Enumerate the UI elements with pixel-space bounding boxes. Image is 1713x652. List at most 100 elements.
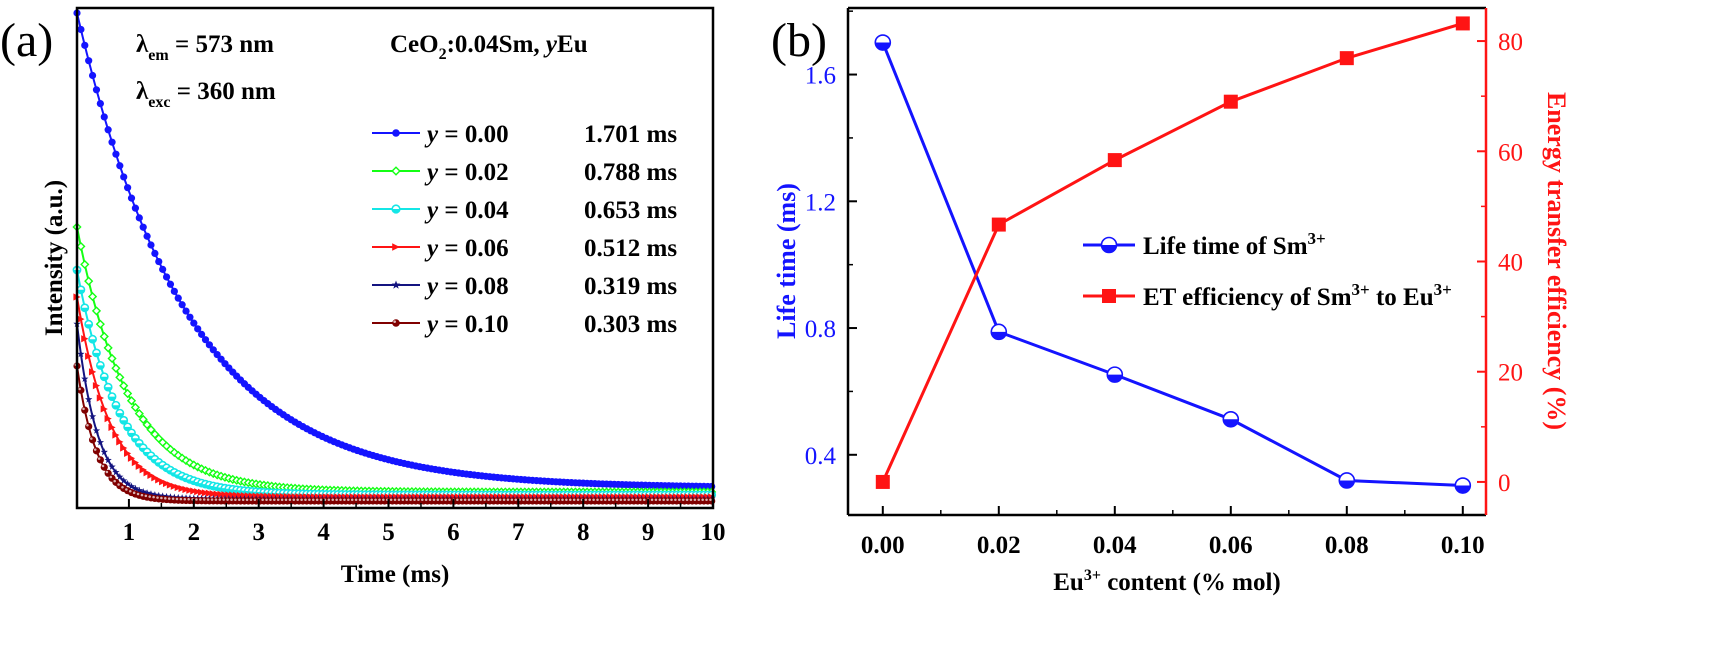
decay-point [103,343,113,353]
decay-point [80,303,90,313]
decay-point [147,471,155,480]
y-left-tick-label: 0.8 [805,316,836,343]
x-tick-label: 1 [123,519,136,546]
panel-a-xlabel: Time (ms) [341,561,450,588]
decay-point [112,150,120,158]
decay-point [96,100,104,108]
legend-lifetime: 1.701 ms [584,121,677,148]
decay-point [123,388,133,399]
decay-point [155,476,163,484]
decay-point [135,214,143,222]
decay-point [151,249,159,258]
decay-point [88,334,97,344]
decay-point [96,438,105,446]
decay-point [77,315,85,323]
x-tick-label: 0.04 [1093,532,1137,559]
decay-point [190,487,198,495]
decay-point [84,276,94,286]
decay-point [104,469,112,477]
decay-point [181,455,191,466]
legend-item: y = 0.08 0.319 ms [372,273,677,300]
legend-label: Life time of Sm3+ [1143,229,1326,260]
legend-label: y = 0.10 [424,311,509,338]
decay-point [100,405,108,413]
decay-point [225,491,233,499]
legend-marker [392,319,400,327]
decay-point [209,346,217,354]
decay-series-4 [73,320,716,503]
x-tick-label: 9 [642,519,655,546]
decay-point [87,291,98,302]
legend-item: Life time of Sm3+ [1083,229,1326,260]
series-line [881,41,1463,488]
decay-point [131,458,140,467]
legend-marker [1100,236,1118,254]
decay-point [104,126,112,134]
panel-b-label: (b) [771,14,827,67]
panel-a-legend: y = 0.00 1.701 ms y = 0.02 0.788 ms y = 0.04… [372,121,677,338]
y-right-tick-label: 20 [1498,360,1523,387]
composition-end: Eu [557,31,588,58]
y-left-tick-label: 0.4 [805,443,837,470]
decay-point [201,336,210,344]
data-point [991,217,1006,232]
x-tick-label: 5 [382,519,395,546]
x-tick-label: 0.06 [1209,532,1253,559]
decay-point [166,280,175,288]
decay-point [88,368,97,376]
decay-point [100,113,108,121]
decay-point [104,456,112,464]
decay-point [166,481,175,489]
decay-point [174,294,182,302]
decay-point [92,382,101,390]
decay-point [162,479,171,488]
panel-b-xlabel: Eu3+ content (% mol) [1053,567,1281,596]
legend-item: y = 0.04 0.653 ms [372,197,677,224]
decay-point [81,335,89,343]
lifetime-series [874,34,1472,494]
decay-point [135,486,143,494]
lambda-em-value: = 573 nm [169,31,274,58]
legend-lifetime: 0.303 ms [584,311,677,338]
decay-point [96,456,104,464]
decay-point [186,486,194,494]
y-right-tick-label: 0 [1498,470,1511,497]
decay-point [80,259,90,270]
decay-point [198,330,206,338]
decay-point [209,490,217,498]
legend-label: ET efficiency of Sm3+ to Eu3+ [1143,280,1452,311]
decay-point [96,394,104,402]
panel-a-series [72,9,717,505]
decay-point [95,319,105,329]
composition-annotation: CeO2:0.04Sm, yEu [390,31,588,63]
decay-point [100,448,108,456]
lambda-exc-symbol: λ [136,78,149,105]
decay-point [100,463,108,471]
panel-a-label: (a) [0,14,53,67]
legend-marker [391,204,401,214]
data-point [1107,153,1122,168]
decay-point [126,396,137,406]
decay-point [124,184,132,192]
decay-point [85,352,93,360]
decay-series-1 [72,222,717,497]
panel-a-xticks: 1 2 3 4 5 6 7 8 9 10 [123,499,726,546]
decay-point [131,204,140,212]
lambda-em-annotation: λem = 573 nm [136,31,274,64]
data-point [990,323,1008,341]
legend-lifetime: 0.512 ms [584,235,677,262]
decay-point [139,223,147,231]
x-tick-label: 3 [252,519,265,546]
decay-point [81,41,89,49]
decay-point [182,485,190,494]
decay-point [84,319,94,329]
decay-point [205,489,213,497]
decay-point [76,285,86,295]
panel-a-frame [75,6,715,510]
decay-point [178,301,186,309]
decay-point [85,395,93,403]
decay-point [88,436,97,444]
decay-point [201,489,210,497]
decay-point [198,488,206,496]
decay-point [107,392,117,401]
